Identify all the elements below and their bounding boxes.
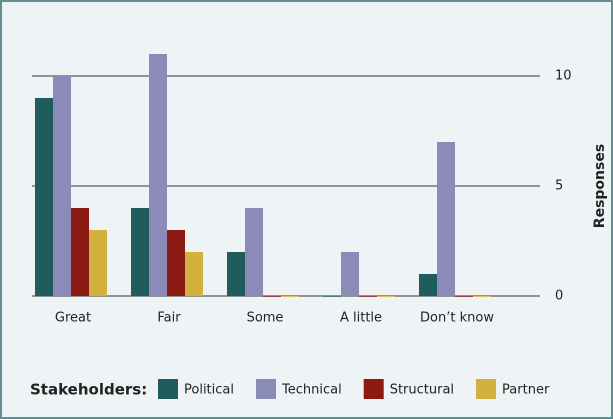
bar — [323, 296, 341, 297]
bar — [149, 54, 167, 296]
bar — [455, 296, 473, 297]
y-tick-label: 0 — [555, 289, 563, 304]
y-axis-label: Responses — [592, 144, 608, 228]
bar — [437, 142, 455, 296]
bar — [53, 76, 71, 296]
legend-label: Structural — [390, 383, 454, 398]
bar — [359, 296, 377, 297]
legend-label: Political — [184, 383, 234, 398]
bar — [473, 296, 491, 297]
y-tick-label: 5 — [555, 179, 563, 194]
bar — [263, 296, 281, 297]
legend-swatch — [256, 379, 276, 399]
legend-label: Technical — [281, 383, 342, 398]
bar — [185, 252, 203, 296]
bar — [227, 252, 245, 296]
bar — [71, 208, 89, 296]
bar — [245, 208, 263, 296]
legend-title: Stakeholders: — [30, 381, 147, 399]
x-tick-label: Some — [247, 311, 284, 326]
bar — [35, 98, 53, 296]
x-tick-label: Great — [55, 311, 91, 326]
legend-swatch — [476, 379, 497, 399]
legend-label: Partner — [502, 383, 550, 398]
x-tick-label: Fair — [157, 311, 181, 326]
bar — [341, 252, 359, 296]
bar — [281, 296, 299, 297]
bar — [89, 230, 107, 296]
bar — [419, 274, 437, 296]
y-tick-label: 10 — [555, 69, 572, 84]
bar — [131, 208, 149, 296]
legend-swatch — [158, 379, 178, 399]
bar — [377, 296, 395, 297]
legend-swatch — [363, 379, 384, 399]
x-tick-label: Don’t know — [420, 311, 494, 326]
bar — [167, 230, 185, 296]
x-tick-label: A little — [340, 311, 382, 326]
